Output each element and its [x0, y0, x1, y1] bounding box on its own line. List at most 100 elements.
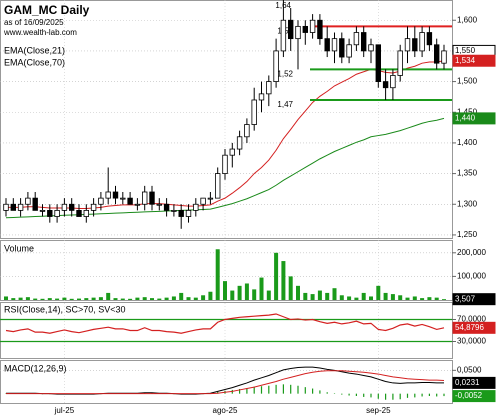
- volume-panel: [0, 240, 453, 301]
- bar: [40, 298, 45, 300]
- bar: [361, 292, 366, 300]
- bar: [77, 298, 81, 300]
- candle-body: [258, 93, 265, 101]
- candle-body: [163, 203, 170, 211]
- bar: [420, 298, 425, 300]
- histogram-bar: [363, 393, 365, 397]
- histogram-bar: [421, 393, 423, 397]
- histogram-bar: [312, 388, 314, 394]
- candle-body: [156, 203, 162, 206]
- y-tick-label: 30,0000: [457, 337, 486, 346]
- bar: [55, 298, 60, 300]
- bar: [157, 298, 162, 300]
- value-box: [452, 390, 496, 403]
- candle-body: [127, 197, 133, 205]
- value-label: 3,507: [455, 294, 476, 303]
- y-tick-label: 200,000: [457, 248, 486, 257]
- candle-body: [149, 191, 155, 205]
- candle-body: [69, 203, 75, 211]
- histogram-bar: [333, 393, 336, 394]
- candle-body: [105, 191, 111, 199]
- candle-body: [419, 32, 425, 52]
- bar: [296, 285, 300, 300]
- candle-body: [339, 38, 345, 58]
- candle-body: [331, 38, 338, 52]
- histogram-bar: [297, 385, 299, 394]
- candle-body: [390, 75, 396, 89]
- bar: [128, 298, 133, 300]
- candle-body: [200, 197, 206, 205]
- bar: [347, 296, 352, 300]
- candle-body: [112, 191, 119, 199]
- y-tick-label: 100,000: [457, 272, 486, 281]
- bar: [47, 298, 52, 300]
- bar: [310, 294, 315, 300]
- y-tick-label: 1,300: [457, 199, 478, 208]
- candle-body: [382, 81, 389, 89]
- panel-title: Volume: [4, 243, 34, 253]
- histogram-bar: [304, 387, 306, 394]
- bar: [150, 298, 154, 300]
- bar: [237, 285, 242, 300]
- histogram-bar: [246, 388, 248, 394]
- y-tick-label: 1,400: [457, 138, 478, 147]
- candle-body: [375, 44, 381, 82]
- candle-body: [178, 209, 184, 217]
- bar: [398, 295, 403, 300]
- bar: [215, 249, 220, 300]
- candle-body: [244, 124, 250, 138]
- candle-body: [207, 197, 214, 200]
- candle-body: [346, 44, 352, 58]
- y-tick-label: 1,450: [457, 107, 478, 116]
- candle-body: [229, 148, 235, 156]
- candle-body: [17, 203, 24, 211]
- panel-title: MACD(12,26,9): [4, 363, 67, 373]
- x-tick-label: jul-25: [54, 406, 75, 415]
- histogram-bar: [319, 390, 321, 394]
- candle-body: [317, 19, 323, 40]
- candle-body: [302, 25, 308, 33]
- x-tick-label: ago-25: [213, 406, 238, 415]
- chart-title: GAM_MC Daily: [4, 3, 90, 17]
- bar: [25, 297, 30, 300]
- histogram-bar: [399, 393, 401, 400]
- histogram-bar: [385, 393, 387, 400]
- bar: [208, 291, 213, 300]
- y-tick-label: 1,600: [457, 15, 478, 24]
- source: www.wealth-lab.com: [3, 28, 77, 37]
- bar: [164, 297, 169, 300]
- histogram-bar: [275, 384, 277, 394]
- bar: [325, 292, 330, 300]
- candle-body: [309, 19, 316, 33]
- candle-body: [98, 197, 104, 205]
- candle-body: [251, 99, 257, 125]
- bar: [223, 281, 227, 300]
- bar: [369, 296, 373, 300]
- bar: [120, 298, 125, 300]
- bar: [135, 297, 140, 300]
- candle-body: [236, 136, 243, 150]
- candle-body: [214, 173, 221, 199]
- value-box: [452, 321, 496, 334]
- bar: [332, 288, 337, 300]
- candle-body: [353, 32, 360, 46]
- bar: [303, 292, 308, 300]
- candle-body: [47, 209, 53, 217]
- value-label: -0,0052: [455, 391, 483, 400]
- candle-body: [141, 191, 148, 205]
- y-tick-label: 1,250: [457, 230, 478, 239]
- candle-body: [360, 32, 367, 52]
- histogram-bar: [260, 386, 263, 394]
- candle-body: [193, 203, 199, 211]
- bar: [390, 294, 395, 300]
- line: [5, 313, 445, 334]
- histogram-bar: [341, 393, 343, 395]
- candle-body: [368, 44, 374, 52]
- histogram-bar: [253, 386, 255, 394]
- candle-body: [61, 203, 68, 211]
- bar: [442, 299, 446, 300]
- x-tick-label: sep-25: [366, 406, 391, 415]
- histogram-bar: [282, 384, 284, 394]
- bar: [266, 290, 271, 300]
